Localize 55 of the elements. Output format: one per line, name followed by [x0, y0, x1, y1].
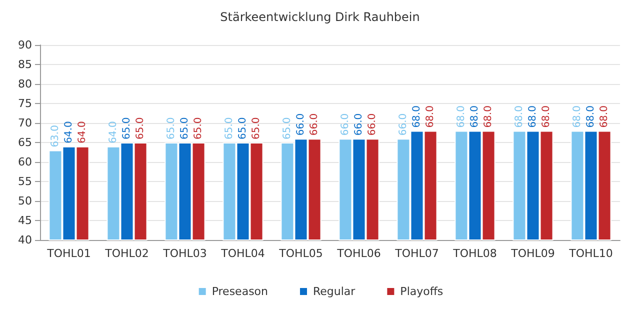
data-label: 68.0 — [514, 106, 525, 128]
x-tick-label: TOHL10 — [568, 247, 613, 260]
data-label: 64.0 — [64, 121, 74, 144]
data-label: 68.0 — [586, 106, 596, 128]
data-label: 65.0 — [122, 117, 132, 140]
data-label: 66.0 — [309, 113, 320, 136]
data-label: 66.0 — [296, 113, 306, 136]
x-tick-label: TOHL01 — [46, 247, 91, 260]
data-label: 66.0 — [398, 113, 409, 136]
x-tick-label: TOHL04 — [220, 247, 265, 260]
data-label: 68.0 — [572, 106, 583, 128]
data-label: 66.0 — [340, 113, 351, 136]
y-tick-label: 85 — [18, 58, 32, 71]
data-label: 64.0 — [77, 121, 88, 144]
data-label: 66.0 — [367, 113, 378, 136]
y-tick-label: 90 — [18, 38, 32, 52]
legend-label: Playoffs — [400, 285, 444, 298]
data-label: 65.0 — [180, 117, 190, 140]
x-tick-label: TOHL06 — [336, 247, 381, 260]
x-tick-label: TOHL02 — [104, 247, 149, 260]
data-label: 65.0 — [135, 117, 146, 140]
data-label: 68.0 — [541, 106, 552, 128]
data-label: 64.0 — [108, 121, 119, 144]
x-tick-label: TOHL09 — [510, 247, 555, 260]
data-label: 68.0 — [599, 106, 610, 128]
x-tick-label: TOHL07 — [394, 247, 439, 260]
data-label: 68.0 — [483, 106, 494, 128]
data-label: 68.0 — [425, 106, 436, 128]
data-label: 68.0 — [412, 106, 422, 128]
legend-label: Preseason — [212, 285, 268, 298]
data-label: 65.0 — [166, 117, 177, 140]
x-tick-label: TOHL05 — [278, 247, 323, 260]
data-label: 68.0 — [456, 106, 467, 128]
y-tick-label: 65 — [18, 136, 32, 149]
y-tick-label: 60 — [18, 156, 32, 168]
chart-title: Stärkeentwicklung Dirk Rauhbein — [220, 10, 420, 24]
data-label: 68.0 — [528, 106, 538, 128]
data-label: 65.0 — [238, 117, 248, 140]
y-tick-label: 80 — [18, 78, 32, 90]
data-label: 65.0 — [193, 117, 204, 140]
x-tick-label: TOHL03 — [162, 247, 207, 260]
y-tick-label: 70 — [18, 116, 32, 130]
y-tick-label: 50 — [18, 194, 32, 208]
data-label: 65.0 — [224, 117, 235, 140]
data-label: 65.0 — [282, 117, 293, 140]
y-tick-label: 40 — [18, 234, 32, 246]
y-tick-label: 75 — [18, 97, 32, 110]
data-label: 66.0 — [354, 113, 364, 136]
data-label: 65.0 — [251, 117, 262, 140]
data-label: 68.0 — [470, 106, 480, 128]
data-label: 63.0 — [50, 125, 61, 148]
y-tick-label: 45 — [18, 214, 32, 227]
y-tick-label: 55 — [18, 175, 32, 188]
legend-label: Regular — [312, 285, 356, 298]
x-tick-label: TOHL08 — [452, 247, 497, 260]
